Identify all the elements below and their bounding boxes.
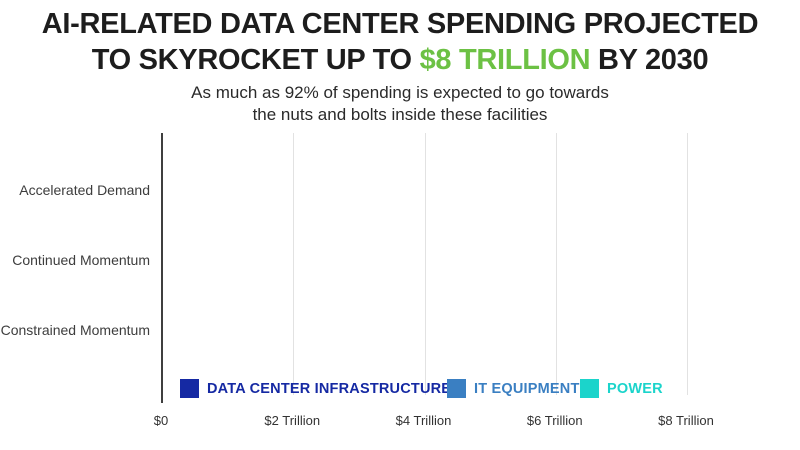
chart-subtitle: As much as 92% of spending is expected t… <box>0 82 800 126</box>
plot-area <box>161 133 688 403</box>
legend-item: DATA CENTER INFRASTRUCTURE <box>180 379 451 398</box>
gridline <box>555 133 557 395</box>
legend-item: POWER <box>580 379 663 398</box>
x-tick-label: $0 <box>153 413 169 428</box>
x-tick-label: $4 Trillion <box>395 413 452 428</box>
gridline <box>293 133 295 395</box>
gridline <box>424 133 426 395</box>
legend-swatch <box>180 379 199 398</box>
x-tick-label: $8 Trillion <box>658 413 714 428</box>
subtitle-line2: the nuts and bolts inside these faciliti… <box>252 105 548 124</box>
category-label: Continued Momentum <box>12 252 150 268</box>
category-label: Accelerated Demand <box>19 182 150 198</box>
legend-item: IT EQUIPMENT <box>447 379 580 398</box>
title-line2-post: BY 2030 <box>590 44 709 76</box>
title-highlight: $8 TRILLION <box>419 44 591 76</box>
subtitle-line1: As much as 92% of spending is expected t… <box>191 83 609 102</box>
title-line1: AI-RELATED DATA CENTER SPENDING PROJECTE… <box>41 8 759 40</box>
title-line2-pre: TO SKYROCKET UP TO <box>91 44 420 76</box>
title-line2: TO SKYROCKET UP TO $8 TRILLION BY 2030 <box>92 44 709 76</box>
legend-swatch <box>580 379 599 398</box>
legend-label: DATA CENTER INFRASTRUCTURE <box>207 380 452 397</box>
category-label: Constrained Momentum <box>0 322 150 338</box>
x-tick-label: $6 Trillion <box>526 413 583 428</box>
legend-label: IT EQUIPMENT <box>474 380 580 397</box>
gridline <box>687 133 688 395</box>
page-title: AI-RELATED DATA CENTER SPENDING PROJECTE… <box>0 6 800 78</box>
x-tick-label: $2 Trillion <box>264 413 321 428</box>
legend-swatch <box>447 379 466 398</box>
legend-label: POWER <box>607 380 663 397</box>
